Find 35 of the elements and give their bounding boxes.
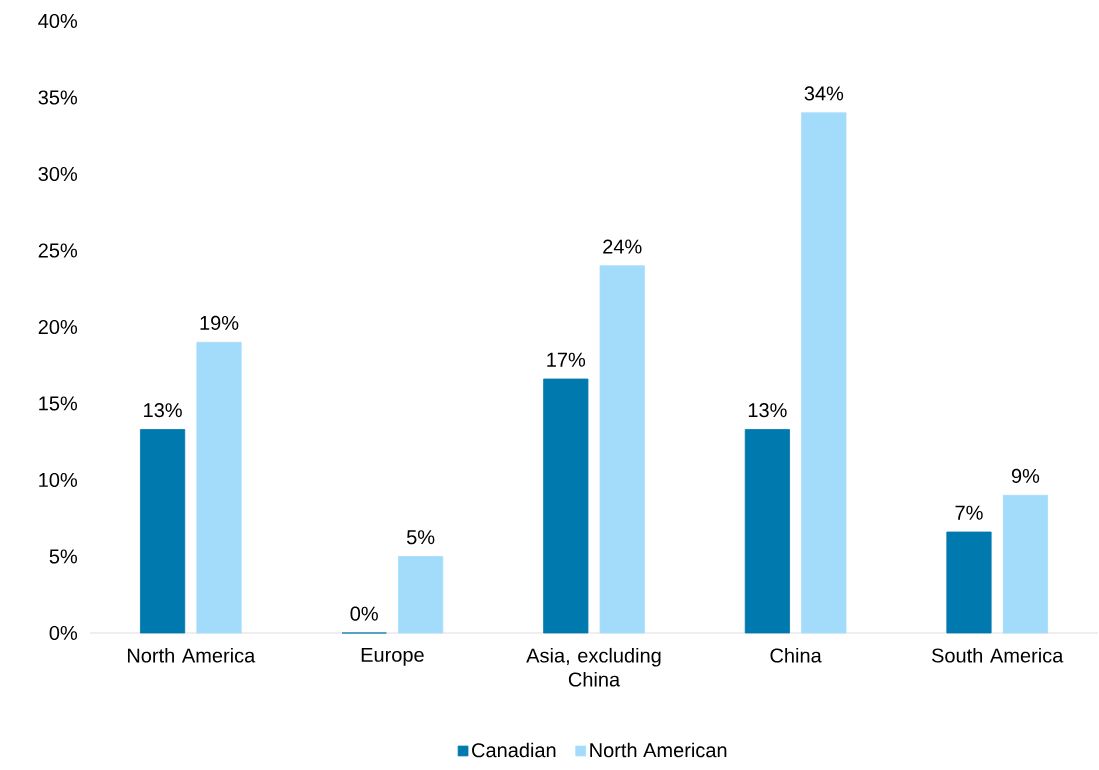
data-label: 7% bbox=[955, 505, 983, 520]
x-tick-label: Asia, excluding China bbox=[526, 647, 661, 687]
y-tick-label: 25% bbox=[38, 243, 78, 258]
y-tick-label: 15% bbox=[39, 396, 78, 411]
y-tick-label: 30% bbox=[38, 166, 78, 182]
y-tick-label: 20% bbox=[38, 319, 78, 335]
bar bbox=[599, 265, 645, 634]
bar bbox=[196, 341, 242, 634]
bar bbox=[801, 112, 847, 634]
x-tick-label: North America bbox=[127, 647, 256, 663]
bar bbox=[744, 429, 790, 634]
bar bbox=[946, 531, 992, 634]
legend-label: North American bbox=[590, 742, 727, 758]
data-label: 34% bbox=[804, 86, 844, 101]
data-label: 5% bbox=[406, 530, 435, 545]
x-tick-label: Europe bbox=[361, 647, 424, 666]
bar bbox=[543, 378, 589, 634]
data-label: 17% bbox=[547, 352, 586, 367]
data-label: 13% bbox=[748, 403, 787, 418]
y-tick-label: 10% bbox=[39, 472, 78, 488]
bar bbox=[140, 429, 186, 634]
y-tick-label: 0% bbox=[49, 625, 78, 641]
y-tick-label: 40% bbox=[38, 13, 78, 29]
y-tick-label: 35% bbox=[38, 90, 78, 105]
data-label: 9% bbox=[1011, 468, 1040, 484]
y-tick-label: 5% bbox=[49, 549, 78, 564]
x-tick-label: China bbox=[770, 647, 822, 663]
data-label: 13% bbox=[144, 403, 182, 418]
legend-label: Canadian bbox=[472, 742, 556, 758]
data-label: 24% bbox=[603, 239, 642, 254]
data-label: 19% bbox=[200, 315, 239, 331]
x-tick-label: South America bbox=[931, 647, 1064, 663]
data-label: 0% bbox=[350, 606, 378, 621]
bar bbox=[1002, 494, 1048, 634]
bar bbox=[398, 556, 444, 634]
